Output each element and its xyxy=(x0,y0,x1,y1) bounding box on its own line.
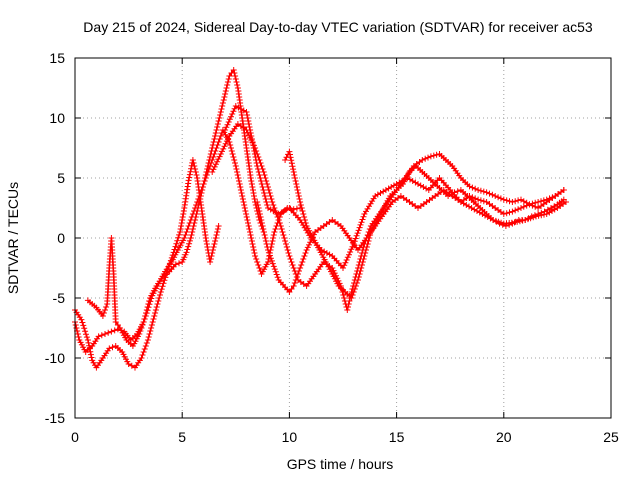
y-tick-label: 15 xyxy=(49,50,65,66)
x-tick-label: 25 xyxy=(603,429,619,445)
series-markers xyxy=(84,127,304,349)
grid xyxy=(75,58,611,418)
x-axis-label: GPS time / hours xyxy=(287,456,394,472)
x-tick-label: 0 xyxy=(71,429,79,445)
series-sat-e xyxy=(222,103,569,271)
y-tick-label: -5 xyxy=(53,290,66,306)
series-markers xyxy=(222,103,569,271)
series-markers xyxy=(282,148,567,301)
y-axis-label: SDTVAR / TECUs xyxy=(5,182,21,294)
y-tick-label: 5 xyxy=(57,170,65,186)
series-sat-c xyxy=(84,127,304,349)
y-tick-label: -15 xyxy=(45,410,65,426)
y-tick-label: 0 xyxy=(57,230,65,246)
y-tick-label: 10 xyxy=(49,110,65,126)
plot-area xyxy=(72,67,569,371)
y-tick-label: -10 xyxy=(45,350,65,366)
x-tick-label: 10 xyxy=(282,429,298,445)
axis-ticks: 0 5 10 15 20 25 -15 -10 -5 0 5 10 15 xyxy=(45,50,619,445)
chart-title: Day 215 of 2024, Sidereal Day-to-day VTE… xyxy=(83,19,593,35)
series-line xyxy=(211,123,565,311)
x-tick-label: 15 xyxy=(389,429,405,445)
x-tick-label: 5 xyxy=(178,429,186,445)
series-sat-g xyxy=(282,148,567,301)
series-line xyxy=(224,105,567,269)
x-tick-label: 20 xyxy=(496,429,512,445)
